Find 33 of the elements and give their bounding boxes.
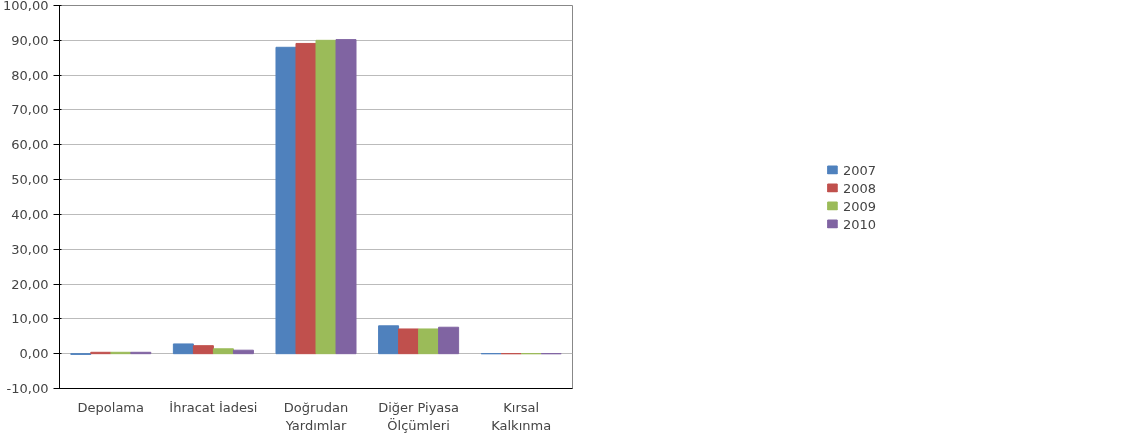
x-tick-label: Depolama xyxy=(77,399,145,415)
x-tick-label: Diğer Piyasa Ölçümleri xyxy=(378,399,460,433)
legend-label: 2008 xyxy=(842,180,877,195)
y-tick-label: 10,00 xyxy=(11,311,49,327)
x-tick-label: Doğrudan Yardımlar xyxy=(283,399,349,433)
bar xyxy=(398,328,420,355)
y-tick-label: 60,00 xyxy=(11,137,49,153)
x-tick-label: İhracat İadesi xyxy=(169,399,258,415)
bar xyxy=(212,348,234,355)
legend-label: 2010 xyxy=(842,216,877,231)
bar xyxy=(192,345,214,355)
bar xyxy=(378,325,400,355)
y-tick-label: -10,00 xyxy=(6,381,49,396)
y-tick-label: 100,00 xyxy=(3,0,49,13)
bar xyxy=(438,326,460,355)
x-tick-label: Kırsal Kalkınma xyxy=(491,399,552,433)
bar xyxy=(232,349,254,355)
y-tick-label: 20,00 xyxy=(11,276,49,292)
y-tick-label: 40,00 xyxy=(11,206,49,222)
y-tick-label: 50,00 xyxy=(11,172,49,188)
bar xyxy=(172,343,194,355)
y-tick-label: 90,00 xyxy=(11,32,49,48)
bar xyxy=(315,39,337,355)
y-tick-label: 80,00 xyxy=(11,67,49,83)
bar xyxy=(335,39,357,355)
legend-label: 2009 xyxy=(842,198,877,213)
y-tick-label: 30,00 xyxy=(11,241,49,257)
y-tick-label: 70,00 xyxy=(11,102,49,118)
bar xyxy=(295,42,317,355)
bar xyxy=(275,46,297,355)
y-tick-label: 0,00 xyxy=(19,346,49,362)
legend-label: 2007 xyxy=(842,162,877,177)
bar xyxy=(418,328,440,355)
